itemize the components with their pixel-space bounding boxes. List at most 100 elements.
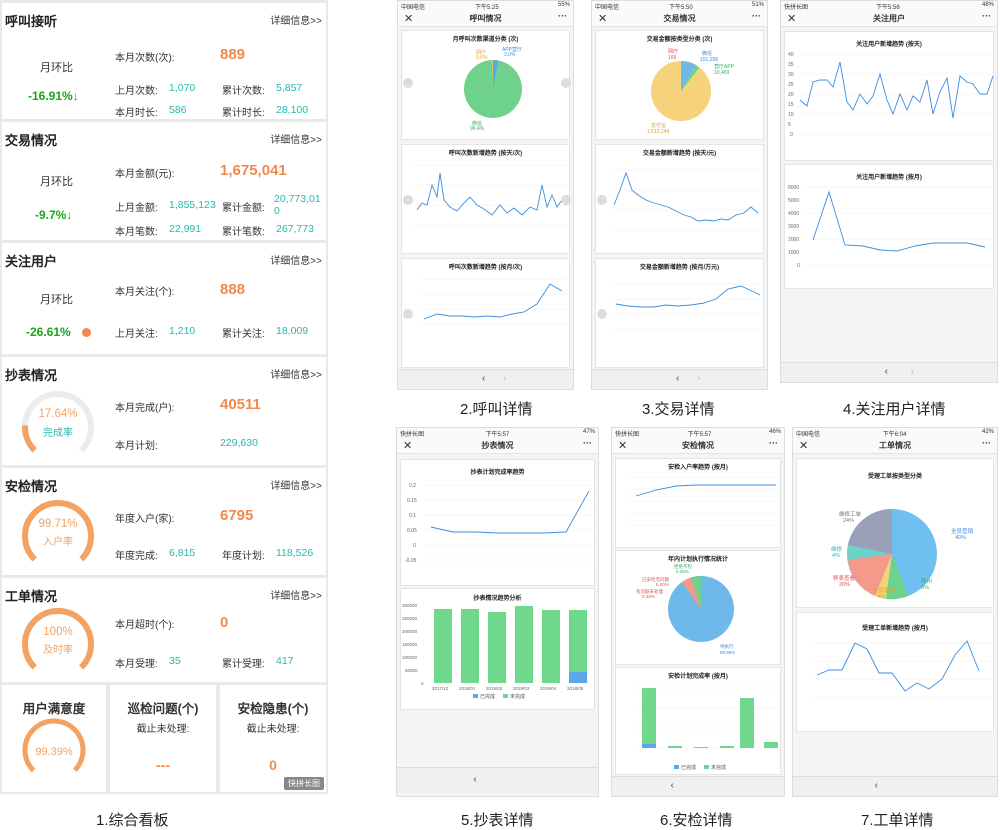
back-icon[interactable]: ‹ bbox=[482, 373, 486, 384]
order-total-value: 417 bbox=[276, 655, 294, 667]
safety-title: 安检情况 bbox=[5, 479, 58, 494]
meter-line-panel: 抄表计划完成率趋势 0.2 0.15 0.1 0.05 0 -0.05 bbox=[400, 459, 595, 586]
y-tick: 15 bbox=[788, 102, 794, 108]
trade-more-link[interactable]: 详细信息>> bbox=[270, 135, 322, 146]
satisfaction-card: 用户满意度 99.39% bbox=[2, 685, 106, 792]
caption: 2.呼叫详情 bbox=[460, 401, 533, 418]
pie-value: 24% bbox=[843, 518, 854, 524]
x-tick: 2018/01 bbox=[459, 686, 476, 691]
series-line bbox=[615, 285, 761, 308]
y-tick: 0 bbox=[421, 681, 424, 686]
bar-undone bbox=[461, 609, 479, 683]
y-tick: 5 bbox=[788, 122, 791, 128]
call-month-chart bbox=[403, 278, 567, 325]
close-icon[interactable]: ✕ bbox=[618, 440, 628, 452]
close-icon[interactable]: ✕ bbox=[787, 13, 797, 25]
y-tick: 250000 bbox=[402, 616, 418, 621]
prev-icon[interactable] bbox=[403, 78, 413, 88]
close-icon[interactable]: ✕ bbox=[598, 13, 608, 25]
more-icon[interactable]: ··· bbox=[769, 438, 778, 448]
forward-icon[interactable]: › bbox=[503, 373, 507, 384]
back-icon[interactable]: ‹ bbox=[676, 373, 680, 384]
close-icon[interactable]: ✕ bbox=[403, 440, 413, 452]
order-overdue-value: 0 bbox=[220, 614, 229, 631]
next-icon[interactable] bbox=[561, 195, 571, 205]
bar-undone bbox=[642, 688, 656, 746]
meter-line-chart: 0.2 0.15 0.1 0.05 0 -0.05 bbox=[405, 483, 593, 564]
bottom-nav: ‹ bbox=[397, 767, 598, 793]
order-gauge bbox=[22, 608, 94, 680]
pie-label: 微信 bbox=[702, 50, 712, 57]
x-tick: 2018/04 bbox=[540, 686, 557, 691]
nav-bar: ✕ 安检情况 ··· bbox=[612, 438, 784, 454]
patrol-title: 巡检问题(个) bbox=[127, 702, 199, 716]
call-month-dur-label: 本月时长: bbox=[115, 108, 158, 119]
panel-title: 关注用户新增趋势 (按天) bbox=[856, 42, 922, 48]
follow-card: 关注用户 详细信息>> 月环比 -26.61% 本月关注(个): 888 上月关… bbox=[2, 243, 326, 354]
bottom-nav: ‹ › bbox=[398, 369, 573, 389]
bar-undone bbox=[694, 747, 708, 748]
panel-title: 交易金额按类型分类 (次) bbox=[646, 37, 713, 43]
call-mom-label: 月环比 bbox=[40, 62, 73, 74]
panel-title: 交易金额新增趋势 (按天/元) bbox=[642, 151, 717, 157]
back-icon[interactable]: ‹ bbox=[874, 780, 878, 791]
order-card: 工单情况 详细信息>> 100% 及时率 本月超时(个): 0 本月受理: 35… bbox=[2, 578, 326, 682]
more-icon[interactable]: ··· bbox=[583, 438, 592, 448]
more-icon[interactable]: ··· bbox=[982, 438, 991, 448]
satisfaction-title: 用户满意度 bbox=[22, 702, 86, 716]
nav-bar: ✕ 关注用户 ··· bbox=[781, 11, 997, 27]
follow-mom-label: 月环比 bbox=[40, 294, 73, 306]
prev-icon[interactable] bbox=[403, 195, 413, 205]
bar-undone bbox=[569, 610, 587, 683]
follow-more-link[interactable]: 详细信息>> bbox=[270, 256, 322, 267]
safety-more-link[interactable]: 详细信息>> bbox=[270, 481, 322, 492]
y-tick: 0 bbox=[413, 543, 416, 549]
y-tick: 10 bbox=[788, 112, 794, 118]
y-tick: 0.2 bbox=[409, 483, 416, 489]
back-icon[interactable]: ‹ bbox=[473, 774, 477, 785]
meter-more-link[interactable]: 详细信息>> bbox=[270, 370, 322, 381]
back-icon[interactable]: ‹ bbox=[884, 366, 889, 377]
satisfaction-gauge bbox=[22, 718, 86, 782]
follow-title: 关注用户 bbox=[5, 254, 58, 269]
pie-label: 营厅APP bbox=[714, 63, 735, 70]
screen-title: 安检情况 bbox=[682, 441, 714, 450]
status-bar: 快拼长图 下午5:57 47% bbox=[397, 428, 598, 438]
x-tick: 2018/02 bbox=[486, 686, 503, 691]
hazard-sub: 截止未处理: bbox=[246, 724, 300, 735]
prev-icon[interactable] bbox=[403, 309, 413, 319]
more-icon[interactable]: ··· bbox=[558, 11, 567, 21]
close-icon[interactable]: ✕ bbox=[404, 13, 414, 25]
forward-icon[interactable]: › bbox=[697, 373, 701, 384]
safety-gauge-pct: 99.71% bbox=[38, 518, 78, 530]
next-icon[interactable] bbox=[561, 78, 571, 88]
call-more-link[interactable]: 详细信息>> bbox=[270, 16, 322, 27]
panel-title: 呼叫次数新增趋势 (按月/次) bbox=[448, 265, 523, 271]
more-icon[interactable]: ··· bbox=[752, 11, 761, 21]
follow-month-chart: 6000 5000 4000 3000 2000 1000 0 bbox=[788, 185, 993, 269]
y-tick: 0.15 bbox=[407, 498, 417, 504]
status-carrier: 快拼长图 bbox=[784, 5, 809, 11]
safety-card: 安检情况 详细信息>> 99.71% 入户率 年度入户(家): 6795 年度完… bbox=[2, 468, 326, 575]
series-line bbox=[430, 490, 590, 534]
call-month-dur: 586 bbox=[169, 104, 187, 116]
order-more-link[interactable]: 详细信息>> bbox=[270, 591, 322, 602]
safety-done-value: 6,815 bbox=[169, 547, 196, 559]
pie-value: 1,513,144 bbox=[647, 129, 669, 135]
call-pie-chart: 网厅 0.6% APP营厅 3.0% 微信 96.4% bbox=[403, 46, 571, 132]
follow-total-label: 累计关注: bbox=[222, 329, 265, 340]
prev-icon[interactable] bbox=[597, 309, 607, 319]
back-icon[interactable]: ‹ bbox=[670, 780, 674, 791]
safety-year-value: 6795 bbox=[220, 507, 254, 524]
forward-icon[interactable]: › bbox=[910, 366, 914, 377]
pie-label: 拒绝不检 bbox=[674, 563, 692, 570]
pie-label: 网厅 bbox=[476, 50, 486, 56]
more-icon[interactable]: ··· bbox=[982, 11, 991, 21]
close-icon[interactable]: ✕ bbox=[799, 440, 809, 452]
meter-gauge-label: 完成率 bbox=[43, 428, 73, 439]
prev-icon[interactable] bbox=[597, 195, 607, 205]
status-time: 下午6:04 bbox=[882, 432, 907, 438]
pie-label: 支付宝 bbox=[651, 122, 666, 129]
bar-done bbox=[642, 744, 656, 748]
